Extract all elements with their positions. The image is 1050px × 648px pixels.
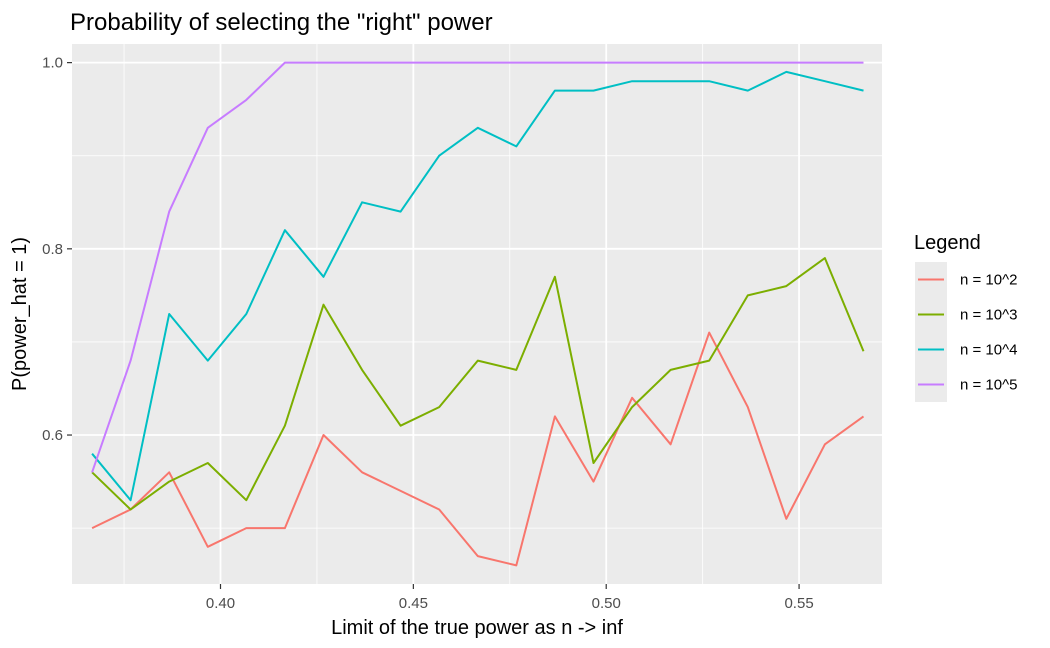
series-line-4 xyxy=(91,61,864,473)
legend-label-3: n = 10^4 xyxy=(960,342,1018,359)
y-axis-title: P(power_hat = 1) xyxy=(9,237,31,391)
legend-title: Legend xyxy=(914,232,981,254)
legend-label-2: n = 10^3 xyxy=(960,307,1018,324)
chart-title: Probability of selecting the "right" pow… xyxy=(70,9,493,36)
series-line-1 xyxy=(91,331,865,567)
series-lines xyxy=(91,61,865,567)
x-tick-label: 0.45 xyxy=(399,595,428,612)
series-line-3 xyxy=(91,70,864,502)
plot-panel xyxy=(72,44,882,584)
y-tick-label: 1.0 xyxy=(42,55,63,72)
x-axis-ticks: 0.40 0.45 0.50 0.55 xyxy=(206,584,814,612)
legend-key-background xyxy=(915,262,947,402)
x-axis-title: Limit of the true power as n -> inf xyxy=(331,617,623,639)
legend-label-1: n = 10^2 xyxy=(960,272,1018,289)
minor-gridlines xyxy=(72,44,882,584)
legend-label-4: n = 10^5 xyxy=(960,377,1018,394)
x-tick-label: 0.40 xyxy=(206,595,235,612)
x-tick-label: 0.50 xyxy=(592,595,621,612)
x-tick-label: 0.55 xyxy=(784,595,813,612)
y-axis-ticks: 0.6 0.8 1.0 xyxy=(42,55,72,444)
y-tick-label: 0.6 xyxy=(42,427,63,444)
series-line-2 xyxy=(91,257,865,511)
legend: Legend n = 10^2 n = 10^3 n = 10^4 n = 10^5 xyxy=(914,232,1018,402)
y-tick-label: 0.8 xyxy=(42,241,63,258)
